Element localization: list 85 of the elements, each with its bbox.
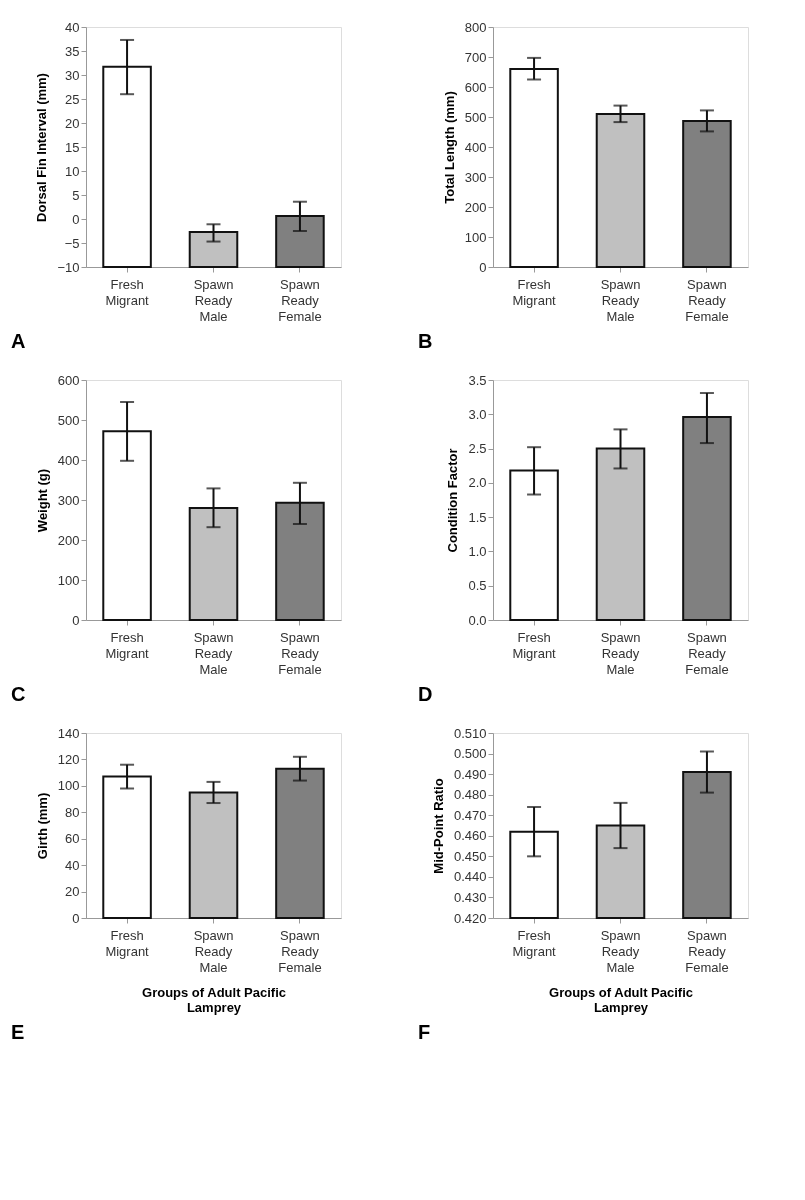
y-tick-label: 3.5 bbox=[468, 372, 487, 388]
text: B bbox=[418, 330, 433, 352]
y-axis-title: Total Length (mm) bbox=[441, 91, 457, 204]
y-tick-label: 0.0 bbox=[468, 612, 487, 628]
x-tick-label: Spawn Ready Male bbox=[600, 927, 641, 975]
y-tick-label: 0.430 bbox=[453, 889, 487, 905]
x-tick-label: Spawn Ready Female bbox=[685, 629, 729, 677]
x-tick-label: Fresh Migrant bbox=[105, 629, 150, 661]
y-tick-label: 200 bbox=[57, 532, 80, 548]
y-tick-label: −5 bbox=[64, 235, 80, 251]
y-tick-label: 300 bbox=[464, 169, 487, 185]
y-tick-label: 700 bbox=[464, 49, 487, 65]
y-tick-label: 3.0 bbox=[468, 406, 487, 422]
y-tick-label: 0.5 bbox=[468, 578, 487, 594]
y-tick-label: 1.0 bbox=[468, 543, 487, 559]
y-tick-label: 2.5 bbox=[468, 441, 487, 457]
y-tick-label: 20 bbox=[65, 115, 80, 131]
y-axis-title: Mid-Point Ratio bbox=[430, 778, 446, 874]
y-tick-label: 0 bbox=[72, 211, 80, 227]
y-tick-label: 2.0 bbox=[468, 475, 487, 491]
y-tick-label: 10 bbox=[65, 163, 80, 179]
text: C bbox=[11, 683, 26, 705]
y-tick-label: 500 bbox=[464, 109, 487, 125]
y-tick-label: 5 bbox=[72, 187, 80, 203]
y-axis-title: Weight (g) bbox=[34, 468, 50, 533]
y-tick-label: 400 bbox=[464, 139, 487, 155]
text: E bbox=[11, 1021, 25, 1043]
y-tick-label: 300 bbox=[57, 492, 80, 508]
y-tick-label: −10 bbox=[57, 259, 80, 275]
y-tick-label: 0.460 bbox=[453, 828, 487, 844]
y-tick-label: 800 bbox=[464, 19, 487, 35]
y-tick-label: 35 bbox=[65, 43, 80, 59]
y-tick-label: 20 bbox=[65, 884, 80, 900]
x-tick-label: Spawn Ready Female bbox=[278, 276, 322, 324]
x-tick-label: Spawn Ready Male bbox=[600, 276, 641, 324]
y-tick-label: 0.450 bbox=[453, 848, 487, 864]
x-tick-label: Fresh Migrant bbox=[512, 629, 557, 661]
y-tick-label: 600 bbox=[57, 372, 80, 388]
y-tick-label: 30 bbox=[65, 67, 80, 83]
y-axis-title: Dorsal Fin Interval (mm) bbox=[34, 73, 50, 222]
y-tick-label: 100 bbox=[57, 572, 80, 588]
y-tick-label: 0.470 bbox=[453, 807, 487, 823]
y-axis-title: Girth (mm) bbox=[34, 792, 50, 860]
x-tick-label: Spawn Ready Male bbox=[193, 629, 234, 677]
y-tick-label: 0 bbox=[479, 259, 487, 275]
x-tick-label: Fresh Migrant bbox=[512, 276, 557, 308]
y-tick-label: 60 bbox=[65, 831, 80, 847]
y-tick-label: 0.490 bbox=[453, 766, 487, 782]
x-tick-label: Spawn Ready Female bbox=[278, 629, 322, 677]
y-tick-label: 0.500 bbox=[453, 746, 487, 762]
x-tick-label: Spawn Ready Male bbox=[193, 927, 234, 975]
y-tick-label: 0.480 bbox=[453, 787, 487, 803]
x-tick-label: Spawn Ready Female bbox=[685, 927, 729, 975]
y-tick-label: 40 bbox=[65, 857, 80, 873]
text: D bbox=[418, 683, 433, 705]
x-tick-label: Fresh Migrant bbox=[512, 927, 557, 959]
x-tick-label: Fresh Migrant bbox=[105, 276, 150, 308]
y-tick-label: 400 bbox=[57, 452, 80, 468]
x-tick-label: Spawn Ready Female bbox=[278, 927, 322, 975]
y-tick-label: 40 bbox=[65, 19, 80, 35]
y-tick-label: 100 bbox=[464, 229, 487, 245]
y-tick-label: 0 bbox=[72, 612, 80, 628]
y-tick-label: 0 bbox=[72, 910, 80, 926]
text: F bbox=[418, 1021, 431, 1043]
y-tick-label: 600 bbox=[464, 79, 487, 95]
y-tick-label: 0.440 bbox=[453, 869, 487, 885]
x-axis-title: Groups of Adult Pacific Lamprey bbox=[549, 984, 693, 1015]
x-tick-label: Spawn Ready Male bbox=[600, 629, 641, 677]
y-tick-label: 0.510 bbox=[453, 725, 487, 741]
x-tick-label: Fresh Migrant bbox=[105, 927, 150, 959]
x-tick-label: Spawn Ready Male bbox=[193, 276, 234, 324]
y-tick-label: 500 bbox=[57, 412, 80, 428]
x-tick-label: Spawn Ready Female bbox=[685, 276, 729, 324]
y-tick-label: 100 bbox=[57, 778, 80, 794]
y-tick-label: 0.420 bbox=[453, 910, 487, 926]
y-tick-label: 140 bbox=[57, 725, 80, 741]
y-tick-label: 15 bbox=[65, 139, 80, 155]
y-tick-label: 25 bbox=[65, 91, 80, 107]
y-tick-label: 120 bbox=[57, 751, 80, 767]
y-tick-label: 1.5 bbox=[468, 509, 487, 525]
y-tick-label: 200 bbox=[464, 199, 487, 215]
x-axis-title: Groups of Adult Pacific Lamprey bbox=[142, 984, 286, 1015]
y-axis-title: Condition Factor bbox=[445, 448, 461, 553]
y-tick-label: 80 bbox=[65, 804, 80, 820]
text: A bbox=[11, 330, 26, 352]
